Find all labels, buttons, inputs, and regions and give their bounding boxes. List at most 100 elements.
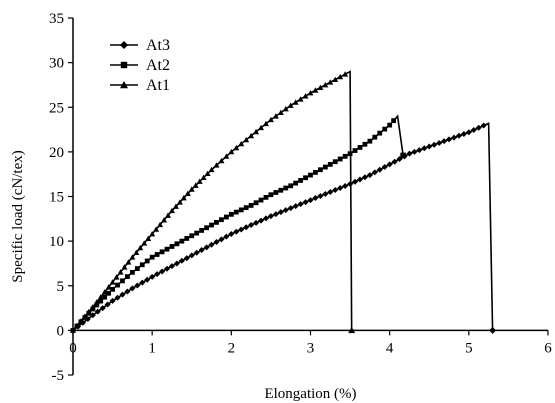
data-point: [93, 299, 100, 305]
data-point: [391, 118, 397, 124]
data-point: [460, 131, 467, 138]
data-point: [77, 318, 84, 324]
data-point: [356, 176, 363, 183]
data-point: [134, 266, 140, 271]
data-point: [94, 308, 101, 315]
data-point: [233, 144, 240, 151]
data-point: [243, 224, 250, 231]
data-point: [159, 268, 166, 275]
data-point: [172, 203, 179, 209]
data-point: [120, 278, 125, 284]
data-point: [208, 241, 215, 248]
data-point: [332, 76, 339, 82]
legend-marker: [120, 41, 128, 49]
data-point: [366, 172, 373, 179]
data-point: [436, 139, 443, 146]
data-point: [258, 197, 264, 203]
data-point: [164, 265, 171, 272]
x-axis-title: Elongation (%): [264, 386, 356, 402]
data-point: [470, 127, 477, 134]
data-point: [322, 81, 329, 88]
data-point: [168, 263, 175, 270]
data-point: [357, 145, 363, 150]
data-point: [263, 194, 269, 200]
data-point: [70, 327, 76, 333]
data-point: [110, 286, 115, 292]
data-point: [332, 159, 338, 165]
y-tick-label: 25: [49, 100, 64, 116]
data-point: [121, 264, 128, 270]
data-point: [109, 279, 116, 285]
data-point: [312, 87, 319, 93]
data-point: [139, 279, 146, 286]
data-point: [258, 217, 265, 224]
data-point: [165, 212, 171, 218]
data-point: [189, 233, 195, 239]
data-point: [455, 132, 462, 139]
data-point: [194, 230, 200, 236]
data-point: [105, 284, 112, 290]
data-point: [203, 244, 210, 251]
data-point: [85, 308, 92, 315]
legend: At3 At2 At1: [110, 37, 170, 94]
y-tick-label: 35: [49, 11, 64, 27]
data-point: [198, 247, 205, 254]
data-point: [154, 252, 160, 257]
data-point: [362, 141, 368, 147]
data-point: [332, 187, 339, 194]
series-at3: [70, 122, 497, 334]
series-line: [72, 122, 494, 332]
legend-label: At1: [146, 77, 170, 94]
data-point: [149, 230, 156, 237]
legend-item-at3: At3: [110, 37, 170, 54]
data-point: [174, 241, 180, 247]
data-point: [129, 254, 136, 260]
data-point: [421, 145, 428, 152]
data-point: [228, 148, 235, 155]
data-point: [213, 239, 220, 246]
data-point: [253, 128, 260, 135]
data-point: [386, 161, 393, 168]
y-tick-label: 30: [49, 56, 64, 72]
data-point: [313, 170, 318, 175]
data-point: [188, 252, 195, 259]
data-point: [243, 205, 249, 211]
data-point: [145, 235, 152, 242]
data-point: [406, 150, 413, 157]
data-point: [337, 73, 344, 80]
data-point: [278, 187, 284, 193]
data-point: [125, 274, 130, 280]
data-point: [317, 84, 324, 91]
data-point: [387, 122, 393, 128]
x-tick-label: 1: [148, 340, 156, 356]
data-point: [204, 170, 211, 177]
x-tick-label: 0: [69, 340, 77, 356]
legend-label: At2: [146, 57, 170, 74]
data-point: [273, 190, 279, 195]
data-point: [287, 102, 294, 108]
x-tick-label: 4: [386, 340, 394, 356]
data-point: [303, 175, 308, 181]
data-point: [125, 259, 132, 265]
data-point: [192, 182, 199, 188]
data-point: [134, 282, 141, 289]
y-tick-label: 15: [49, 190, 64, 206]
y-tick-label: 20: [49, 145, 64, 161]
data-point: [243, 136, 250, 143]
data-point: [342, 153, 348, 159]
data-point: [376, 166, 383, 173]
data-point: [283, 185, 289, 191]
data-point: [228, 211, 234, 217]
data-point: [109, 297, 116, 304]
data-point: [371, 169, 378, 176]
data-point: [317, 167, 323, 173]
data-point: [114, 294, 121, 301]
data-point: [219, 217, 224, 223]
data-point: [119, 291, 126, 298]
x-tick-label: 2: [228, 340, 236, 356]
data-point: [267, 116, 274, 123]
data-point: [292, 99, 299, 105]
data-point: [238, 226, 245, 233]
